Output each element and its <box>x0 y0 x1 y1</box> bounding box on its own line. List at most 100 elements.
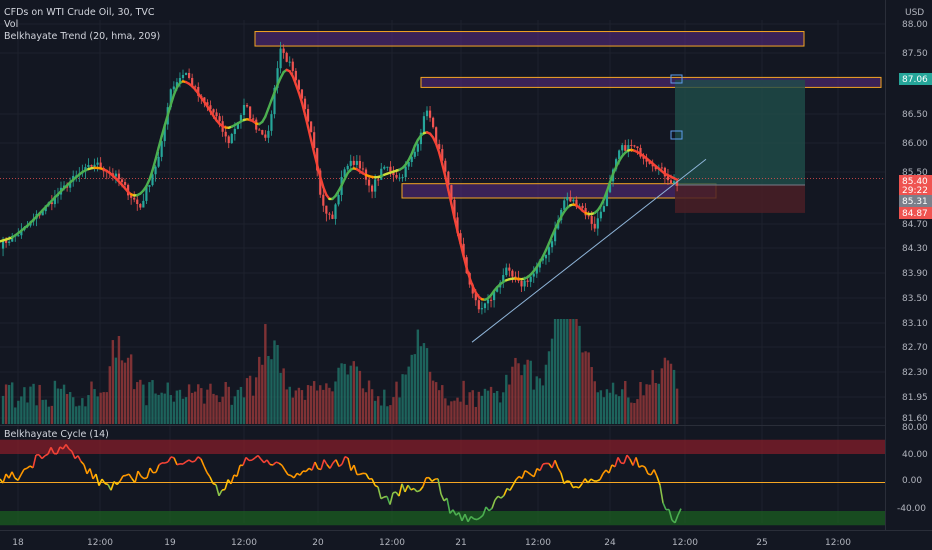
volume-bar <box>544 364 548 424</box>
volume-bar <box>322 389 325 424</box>
volume-bar <box>169 395 172 424</box>
candle-body <box>599 211 602 219</box>
trend-indicator-label[interactable]: Belkhayate Trend (20, hma, 209) <box>4 31 160 42</box>
cycle-segment <box>26 465 31 469</box>
candle-body <box>169 89 172 108</box>
cycle-indicator-label[interactable]: Belkhayate Cycle (14) <box>4 429 109 440</box>
time-tick-label: 21 <box>455 538 466 548</box>
volume-bar <box>151 380 154 424</box>
volume-bar <box>267 356 270 424</box>
volume-bar <box>621 389 624 424</box>
lower-band <box>0 511 885 526</box>
cycle-segment <box>182 461 187 465</box>
candle-body <box>462 243 465 258</box>
cycle-segment <box>23 467 28 471</box>
candle-body <box>69 181 72 188</box>
trend-segment <box>410 144 416 155</box>
candle-body <box>41 211 44 216</box>
cycle-segment <box>515 475 520 481</box>
volume-bar <box>410 354 413 424</box>
volume-bar <box>239 386 243 424</box>
cycle-tick-label: -40.00 <box>897 504 926 514</box>
candle-body <box>249 106 252 119</box>
volume-bar <box>672 369 676 424</box>
cycle-segment <box>47 447 52 455</box>
volume-bar <box>422 343 426 424</box>
cycle-segment <box>320 459 325 470</box>
volume-bar <box>340 363 343 424</box>
volume-bar <box>556 319 560 424</box>
candle-body <box>258 129 261 131</box>
cycle-segment <box>173 457 178 466</box>
cycle-segment <box>563 480 568 485</box>
time-tick-label: 20 <box>312 538 324 548</box>
volume-bar <box>117 336 121 424</box>
cycle-segment <box>521 470 526 479</box>
volume-bar <box>303 399 307 424</box>
trend-segment <box>157 135 163 149</box>
candle-body <box>447 171 450 186</box>
cycle-segment <box>17 474 22 481</box>
cycle-segment <box>419 486 424 492</box>
cycle-segment <box>125 473 130 477</box>
candle-body <box>303 98 307 110</box>
cycle-segment <box>335 459 340 467</box>
trend-segment <box>151 158 157 172</box>
candle-body <box>630 144 633 146</box>
cycle-segment <box>311 461 316 471</box>
candle-body <box>636 146 639 148</box>
price-label-box <box>899 184 932 196</box>
volume-bar <box>675 388 679 424</box>
candle-body <box>352 160 355 165</box>
cycle-segment <box>578 483 583 489</box>
cycle-segment <box>617 457 622 464</box>
drawn-trendline[interactable] <box>471 158 707 343</box>
cycle-tick-label: 40.00 <box>902 450 928 460</box>
volume-bar <box>172 401 176 424</box>
candle-body <box>331 214 334 219</box>
candle-body <box>273 87 276 115</box>
candle-body <box>300 89 304 99</box>
candle-body <box>511 270 514 277</box>
candle-body <box>633 145 636 147</box>
upper-band <box>0 439 885 454</box>
volume-bar <box>264 324 267 424</box>
symbol-title[interactable]: CFDs on WTI Crude Oil, 30, TVC <box>4 7 155 18</box>
candle-body <box>608 181 612 193</box>
candle-body <box>136 199 139 205</box>
cycle-segment <box>137 470 142 477</box>
candle-body <box>615 159 618 170</box>
candle-body <box>392 172 395 175</box>
candle-body <box>438 144 441 150</box>
volume-bar <box>364 392 368 424</box>
candle-body <box>550 241 554 248</box>
volume-bar <box>349 365 352 424</box>
volume-bar <box>386 406 389 424</box>
trend-segment <box>306 125 313 142</box>
time-tick-label: 19 <box>164 538 176 548</box>
cycle-segment <box>668 509 673 521</box>
volume-bar <box>81 398 84 424</box>
volume-bar <box>53 380 57 424</box>
volume-bar <box>495 390 499 424</box>
cycle-segment <box>56 446 61 455</box>
candle-body <box>20 229 23 236</box>
volume-bar <box>90 381 93 424</box>
cycle-segment <box>410 487 415 491</box>
volume-bar <box>398 397 401 424</box>
candle-body <box>514 276 517 278</box>
position-tool[interactable] <box>0 74 885 213</box>
trend-segment <box>316 163 322 179</box>
volume-bar <box>477 391 481 424</box>
trend-segment <box>611 165 618 176</box>
cycle-segment <box>68 448 73 453</box>
cycle-segment <box>374 484 379 488</box>
candle-body <box>133 197 136 200</box>
trend-segment <box>294 83 301 95</box>
volume-bar <box>547 351 551 424</box>
candle-body <box>547 247 551 255</box>
vol-label[interactable]: Vol <box>4 19 18 30</box>
cycle-segment <box>380 496 385 500</box>
volume-bar <box>520 375 523 424</box>
